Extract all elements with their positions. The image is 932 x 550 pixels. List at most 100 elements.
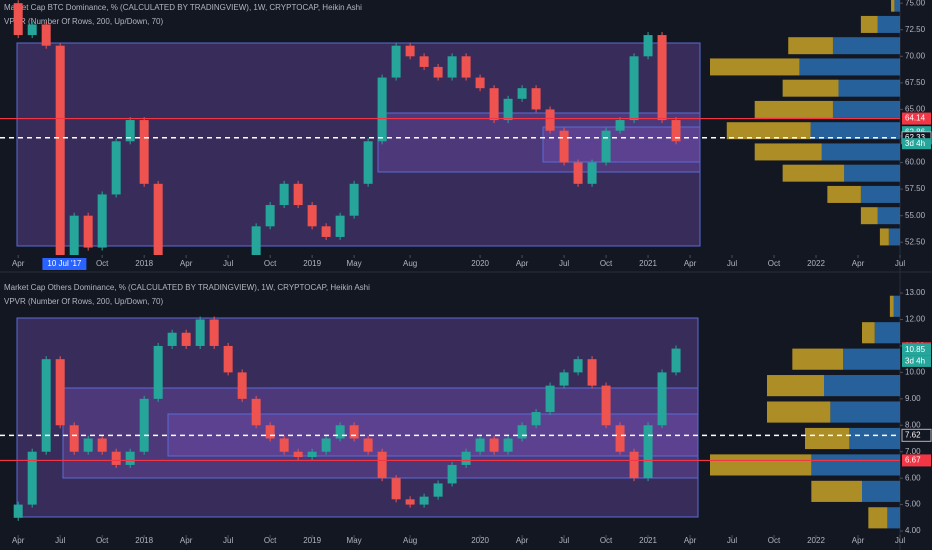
candle-body xyxy=(629,56,639,121)
profile-up xyxy=(862,480,900,502)
y-tick-label: 9.00 xyxy=(905,394,921,403)
x-tick-label: Aug xyxy=(403,536,417,545)
candle-body xyxy=(265,425,275,439)
y-tick-label: 8.00 xyxy=(905,420,921,429)
x-tick-label: 2018 xyxy=(135,259,153,268)
candle-body xyxy=(111,141,121,195)
candle-body xyxy=(629,451,639,479)
candle-body xyxy=(657,372,667,426)
plot-area xyxy=(13,295,900,529)
profile-down xyxy=(754,143,822,161)
candle-body xyxy=(517,425,527,439)
profile-down xyxy=(862,322,875,344)
candle-body xyxy=(615,425,625,452)
profile-up xyxy=(877,15,900,33)
profile-up xyxy=(894,0,900,12)
candle-body xyxy=(125,120,135,142)
candle-body xyxy=(447,56,457,78)
y-tick-label: 75.00 xyxy=(905,0,926,7)
candle-body xyxy=(223,345,233,373)
price-label: 62.33 xyxy=(905,133,926,142)
y-tick-label: 57.50 xyxy=(905,184,926,193)
candle-body xyxy=(391,45,401,78)
x-tick-label: Apr xyxy=(684,536,697,545)
crosshair-label: 10 Jul '17 xyxy=(47,259,82,268)
countdown-bg xyxy=(902,138,931,150)
profile-up xyxy=(843,348,900,370)
candle-body xyxy=(97,438,107,452)
x-tick-label: Jul xyxy=(559,259,569,268)
candle-body xyxy=(83,215,93,248)
profile-down xyxy=(792,348,843,370)
candle-body xyxy=(503,438,513,452)
pane-title: Market Cap Others Dominance, % (CALCULAT… xyxy=(4,283,370,292)
x-tick-label: 2020 xyxy=(471,536,489,545)
candle-body xyxy=(153,183,163,255)
candle-body xyxy=(321,226,331,237)
candle-body xyxy=(643,35,653,57)
candle-body xyxy=(55,359,65,426)
candle-body xyxy=(41,359,51,452)
price-label: 7.62 xyxy=(905,430,921,439)
price-label-bg xyxy=(902,454,931,467)
candle-body xyxy=(41,24,51,46)
candle-body xyxy=(363,141,373,184)
x-tick-label: Oct xyxy=(264,259,277,268)
candle-body xyxy=(97,194,107,248)
candle-body xyxy=(405,45,415,57)
y-tick-label: 4.00 xyxy=(905,526,921,535)
profile-down xyxy=(879,228,889,246)
plot-area xyxy=(13,0,900,255)
candle-body xyxy=(503,98,513,121)
candle-body xyxy=(405,499,415,505)
candle-body xyxy=(111,451,121,465)
candle-body xyxy=(461,56,471,78)
x-tick-label: Jul xyxy=(559,536,569,545)
candle-body xyxy=(475,438,485,452)
x-tick-label: Apr xyxy=(684,259,697,268)
profile-up xyxy=(830,401,900,423)
x-tick-label: 2020 xyxy=(471,259,489,268)
y-tick-label: 6.00 xyxy=(905,473,921,482)
candle-body xyxy=(209,319,219,346)
candle-body xyxy=(237,372,247,399)
candle-body xyxy=(601,130,611,163)
profile-up xyxy=(824,375,900,397)
x-tick-label: 2021 xyxy=(639,259,657,268)
candle-body xyxy=(251,398,261,426)
y-tick-label: 60.00 xyxy=(905,158,926,167)
x-tick-label: Apr xyxy=(180,536,193,545)
profile-up xyxy=(810,122,900,140)
profile-down xyxy=(860,207,878,225)
candle-body xyxy=(615,120,625,131)
profile-up xyxy=(832,37,900,55)
x-tick-label: Jul xyxy=(55,536,65,545)
profile-down xyxy=(767,375,824,397)
y-tick-label: 5.00 xyxy=(905,500,921,509)
y-tick-label: 72.50 xyxy=(905,25,926,34)
candle-body xyxy=(489,88,499,121)
y-tick-label: 10.00 xyxy=(905,368,926,377)
candle-body xyxy=(125,451,135,465)
profile-down xyxy=(754,100,833,118)
x-tick-label: May xyxy=(347,536,362,545)
candle-body xyxy=(671,120,681,142)
candle-body xyxy=(13,504,23,518)
y-tick-label: 67.50 xyxy=(905,78,926,87)
profile-down xyxy=(868,507,888,529)
y-tick-label: 65.00 xyxy=(905,105,926,114)
candle-body xyxy=(83,438,93,452)
candle-body xyxy=(349,425,359,439)
profile-down xyxy=(788,37,833,55)
candle-body xyxy=(517,88,527,99)
profile-down xyxy=(827,185,861,203)
y-tick-label: 12.00 xyxy=(905,315,926,324)
candle-body xyxy=(489,438,499,452)
x-tick-label: Jul xyxy=(223,536,233,545)
candle-body xyxy=(377,451,387,479)
price-label-bg xyxy=(902,343,931,356)
candle-body xyxy=(461,451,471,465)
candle-body xyxy=(531,88,541,110)
x-tick-label: Oct xyxy=(264,536,277,545)
